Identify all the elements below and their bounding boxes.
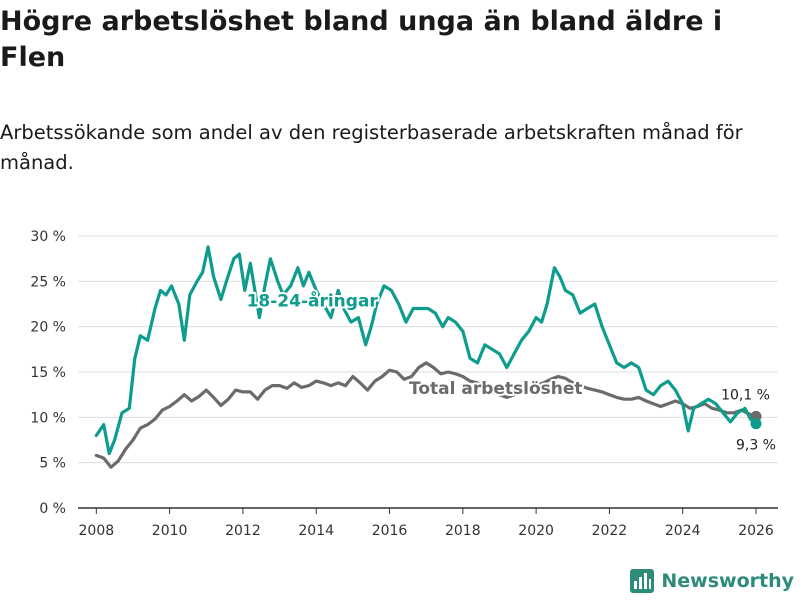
brand-logo: Newsworthy	[629, 568, 794, 594]
chart-title: Högre arbetslöshet bland unga än bland ä…	[0, 6, 723, 73]
bar-chart-icon	[630, 569, 655, 593]
series-label-total: Total arbetslöshet	[409, 379, 583, 399]
series-label-youth: 18-24-åringar	[247, 290, 379, 312]
x-tick-label: 2010	[152, 523, 188, 539]
brand-name: Newsworthy	[661, 570, 794, 592]
x-tick-label: 2014	[298, 523, 334, 539]
y-tick-label: 20 %	[30, 320, 66, 336]
x-tick-label: 2018	[445, 523, 481, 539]
x-tick-label: 2026	[738, 523, 774, 539]
x-tick-label: 2008	[79, 523, 115, 539]
x-tick-label: 2012	[225, 523, 261, 539]
y-tick-label: 5 %	[39, 456, 66, 472]
chart-subtitle: Arbetssökande som andel av den registerb…	[0, 121, 743, 174]
y-tick-label: 25 %	[30, 274, 66, 290]
x-tick-label: 2022	[592, 523, 628, 539]
end-point-youth	[750, 418, 762, 430]
series-line-youth	[94, 245, 758, 456]
x-tick-label: 2016	[372, 523, 408, 539]
end-label-total: 10,1 %	[721, 387, 770, 403]
y-tick-label: 15 %	[30, 365, 66, 381]
y-tick-label: 30 %	[30, 229, 66, 245]
series-line-total	[94, 361, 758, 469]
y-tick-label: 0 %	[39, 501, 66, 517]
x-tick-label: 2024	[665, 523, 701, 539]
x-tick-label: 2020	[518, 523, 554, 539]
end-label-youth: 9,3 %	[736, 438, 776, 454]
y-tick-label: 10 %	[30, 410, 66, 426]
